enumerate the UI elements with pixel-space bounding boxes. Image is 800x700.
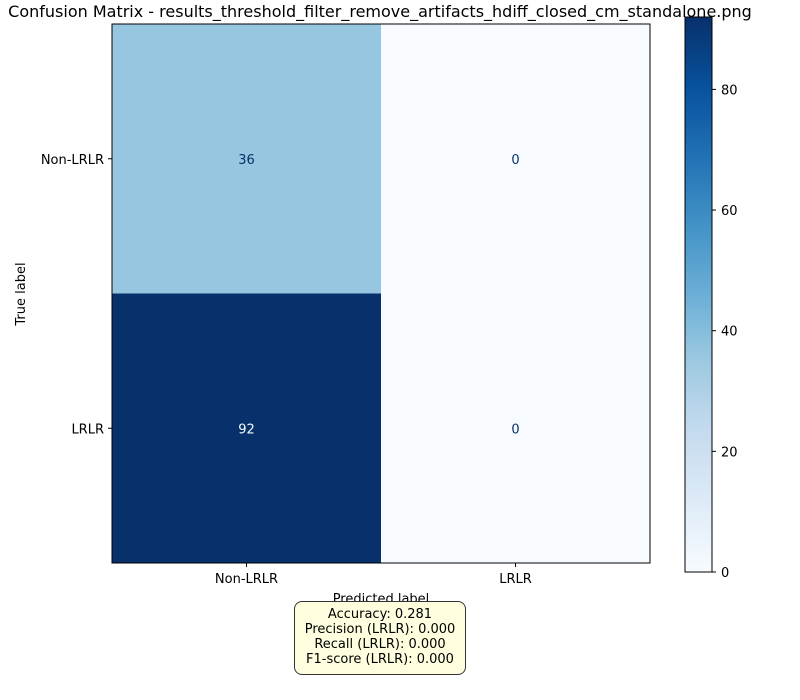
cell-value-label: 0 <box>511 153 519 168</box>
matrix-cells <box>112 24 650 563</box>
chart-title: Confusion Matrix - results_threshold_fil… <box>8 2 752 22</box>
accuracy-text: Accuracy: 0.281 <box>327 607 433 622</box>
cell-value-label: 0 <box>511 422 519 437</box>
matrix-cell-labels: 36 0 92 0 <box>238 153 519 438</box>
colorbar-tick-label: 40 <box>721 325 738 340</box>
colorbar-tick-label: 20 <box>721 445 738 460</box>
x-tick-label: LRLR <box>499 572 532 587</box>
matrix-cell <box>112 24 381 294</box>
matrix-cell <box>112 293 381 563</box>
metrics-box: Accuracy: 0.281 Precision (LRLR): 0.000 … <box>294 601 466 675</box>
f1-score-text: F1-score (LRLR): 0.000 <box>306 652 454 667</box>
colorbar <box>684 16 713 573</box>
cell-value-label: 36 <box>238 153 255 168</box>
precision-text: Precision (LRLR): 0.000 <box>304 622 456 637</box>
colorbar-ticks: 0 20 40 60 80 <box>712 83 738 581</box>
matrix-cell <box>381 24 650 294</box>
recall-text: Recall (LRLR): 0.000 <box>314 637 446 652</box>
y-axis-ticks: Non-LRLR LRLR <box>41 153 112 437</box>
colorbar-tick-label: 0 <box>721 566 729 581</box>
y-tick-label: LRLR <box>71 422 104 437</box>
x-axis-ticks: Non-LRLR LRLR <box>215 563 532 587</box>
matrix-cell <box>381 293 650 563</box>
colorbar-tick-label: 80 <box>721 83 738 98</box>
cell-value-label: 92 <box>238 422 255 437</box>
colorbar-tick-label: 60 <box>721 204 738 219</box>
y-tick-label: Non-LRLR <box>41 153 104 168</box>
matrix-frame <box>111 23 651 564</box>
x-tick-label: Non-LRLR <box>215 572 278 587</box>
y-axis-label: True label <box>14 262 29 326</box>
